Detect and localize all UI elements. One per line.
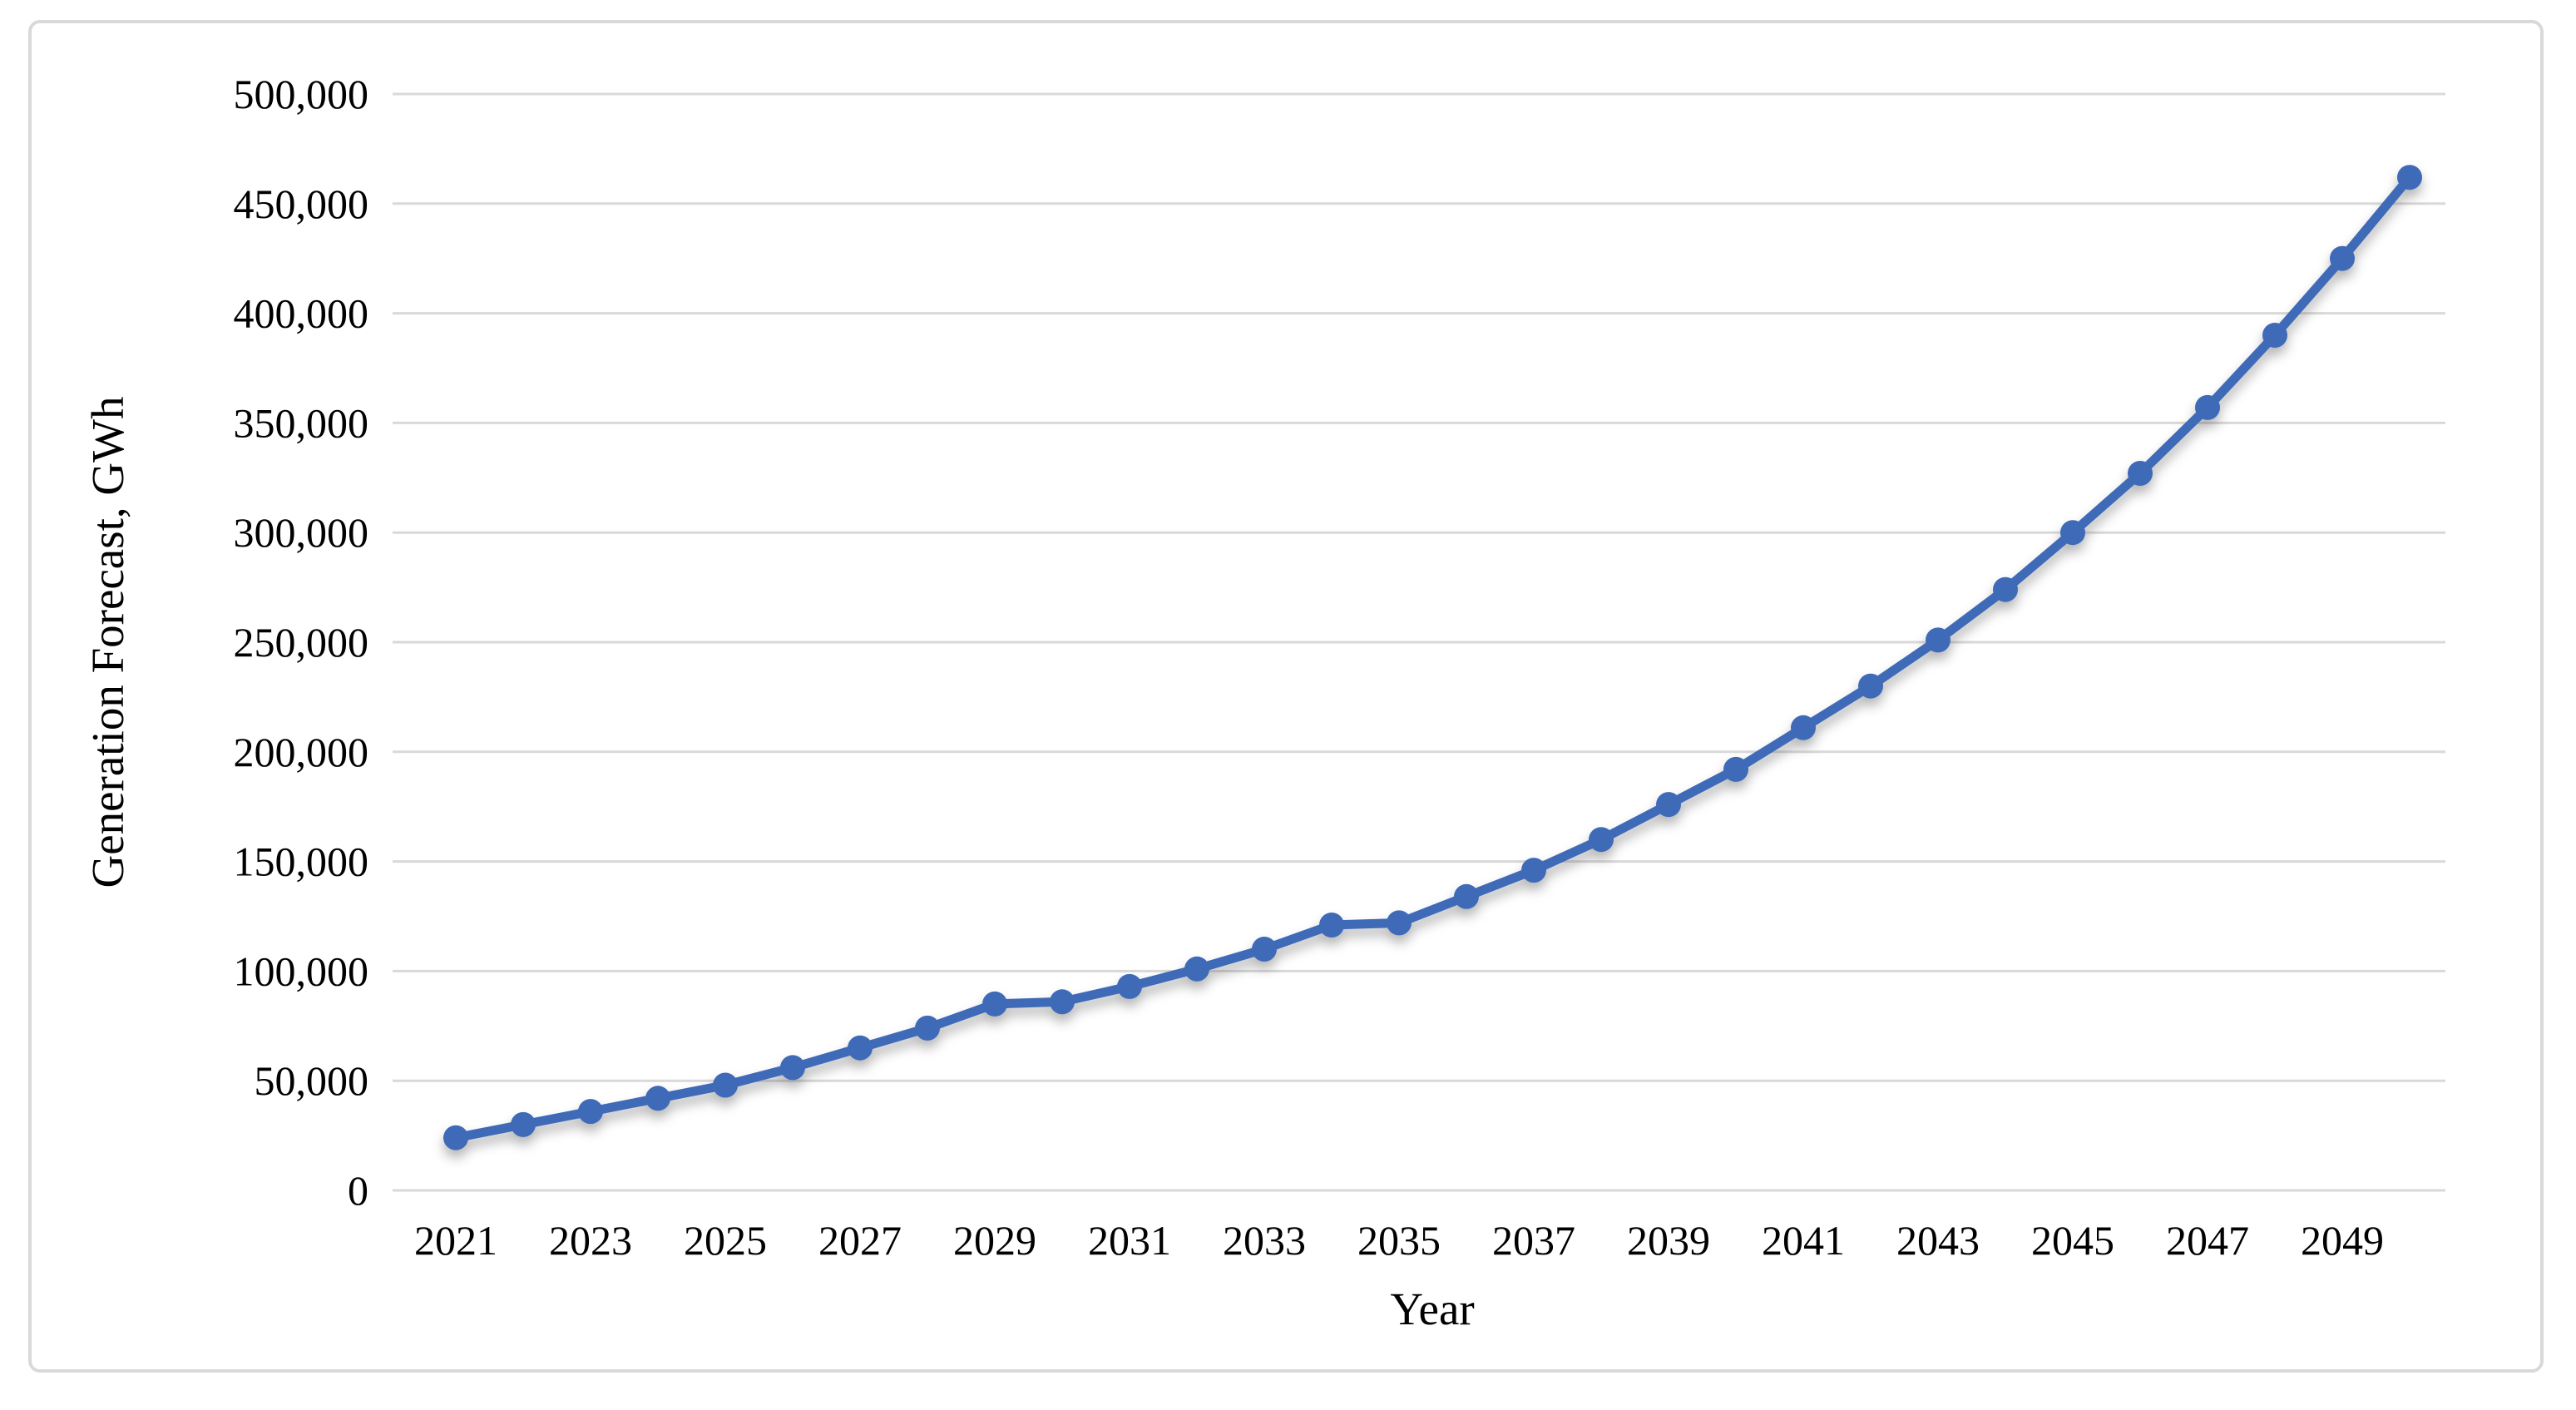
data-point — [915, 1015, 940, 1041]
x-tick-label: 2029 — [953, 1217, 1036, 1264]
y-tick-label: 100,000 — [234, 947, 369, 994]
x-tick-label: 2045 — [2031, 1217, 2114, 1264]
y-tick-label: 400,000 — [234, 290, 369, 337]
x-tick-label: 2035 — [1357, 1217, 1441, 1264]
data-point — [982, 991, 1007, 1017]
data-point — [1926, 627, 1951, 653]
x-tick-label: 2037 — [1492, 1217, 1575, 1264]
data-point — [2262, 323, 2287, 348]
data-point — [1050, 989, 1075, 1015]
y-tick-label: 200,000 — [234, 729, 369, 775]
x-axis-tick-labels: 2021 2023 2025 2027 2029 2031 2033 2035 2037 2039… — [414, 1217, 2384, 1264]
x-tick-label: 2025 — [684, 1217, 767, 1264]
figure-border — [28, 20, 2544, 1373]
x-tick-label: 2023 — [549, 1217, 632, 1264]
data-point — [2330, 245, 2355, 271]
data-point — [1858, 673, 1883, 699]
y-tick-label: 0 — [348, 1167, 368, 1214]
x-tick-label: 2021 — [414, 1217, 497, 1264]
data-point — [2397, 165, 2422, 190]
x-axis-title: Year — [1390, 1284, 1474, 1334]
y-axis-tick-labels: 0 50,000 100,000 150,000 200,000 250,000 300,0… — [234, 71, 369, 1214]
y-tick-label: 150,000 — [234, 839, 369, 885]
data-point — [1184, 956, 1209, 982]
y-tick-label: 250,000 — [234, 619, 369, 665]
data-point — [1117, 973, 1142, 999]
x-tick-label: 2033 — [1223, 1217, 1306, 1264]
x-tick-label: 2047 — [2166, 1217, 2249, 1264]
data-point — [1252, 937, 1277, 962]
x-tick-label: 2049 — [2301, 1217, 2384, 1264]
data-point — [1319, 913, 1344, 938]
data-point — [443, 1125, 468, 1150]
x-tick-label: 2043 — [1896, 1217, 1980, 1264]
y-tick-label: 300,000 — [234, 509, 369, 556]
data-point — [2128, 461, 2153, 486]
y-tick-label: 450,000 — [234, 181, 369, 227]
data-point — [1589, 827, 1614, 853]
data-point — [1723, 756, 1748, 782]
x-tick-label: 2039 — [1627, 1217, 1710, 1264]
x-tick-label: 2027 — [818, 1217, 902, 1264]
data-point — [1993, 576, 2018, 602]
data-point — [2195, 394, 2220, 420]
data-point — [780, 1055, 805, 1081]
x-tick-label: 2031 — [1088, 1217, 1171, 1264]
data-point — [1454, 883, 1479, 909]
y-axis-title: Generation Forecast, GWh — [82, 396, 133, 888]
y-tick-label: 350,000 — [234, 399, 369, 446]
series-group — [443, 165, 2422, 1150]
data-point — [1387, 910, 1412, 936]
y-tick-label: 500,000 — [234, 71, 369, 117]
data-point — [2060, 520, 2085, 546]
data-point — [713, 1072, 738, 1098]
data-point — [1791, 715, 1816, 740]
data-point — [848, 1035, 873, 1061]
data-point — [1521, 858, 1546, 883]
data-point — [1656, 792, 1681, 818]
data-point — [578, 1099, 603, 1125]
y-tick-label: 50,000 — [255, 1057, 369, 1104]
data-point — [645, 1086, 670, 1111]
data-point — [511, 1111, 536, 1137]
x-tick-label: 2041 — [1762, 1217, 1845, 1264]
